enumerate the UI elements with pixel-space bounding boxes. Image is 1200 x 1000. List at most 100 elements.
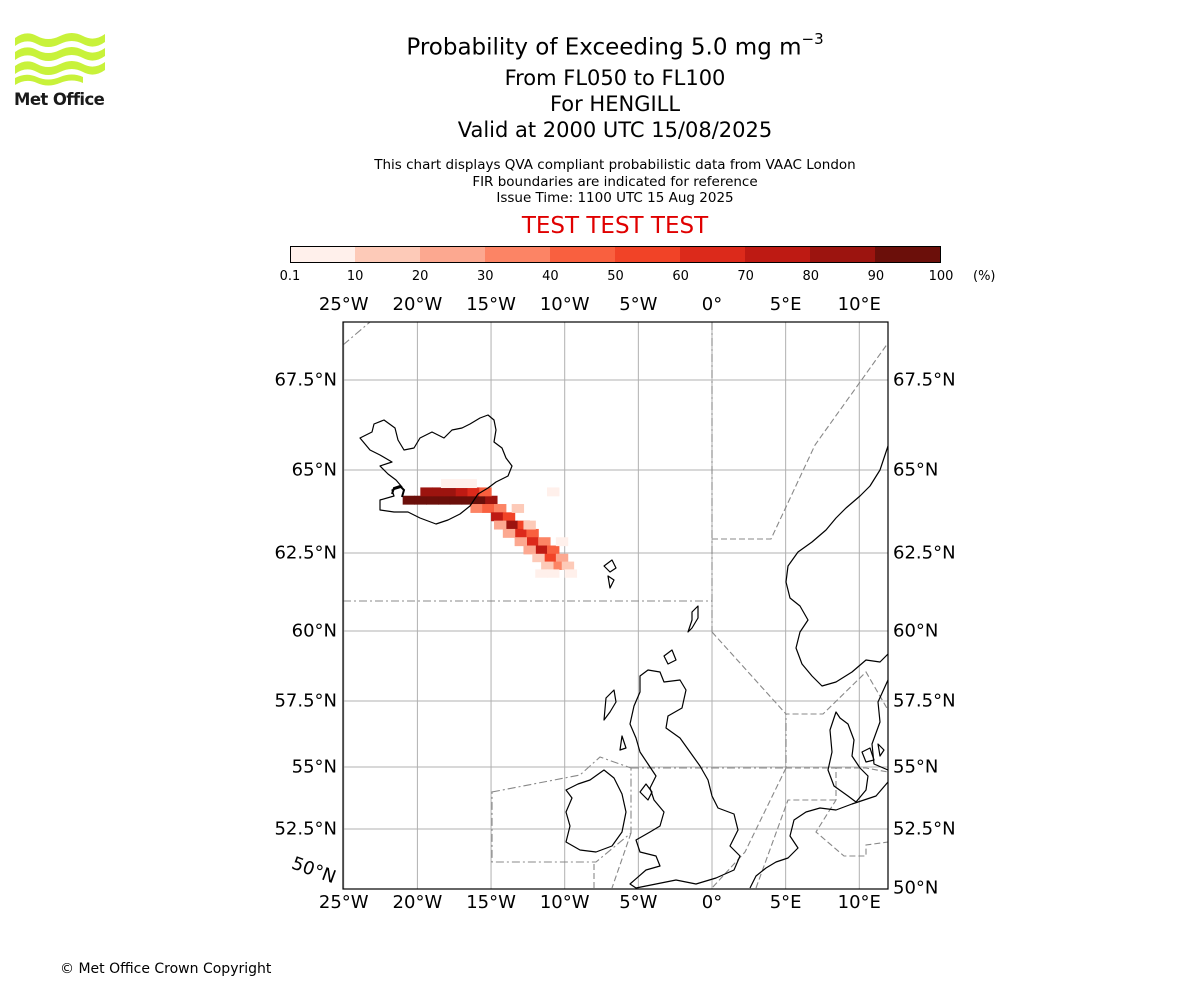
colorbar-tick-label: 40: [542, 269, 559, 284]
plume-cell: [449, 495, 463, 505]
colorbar-segment: [875, 247, 940, 262]
plume-cell: [523, 545, 536, 555]
plume-cell: [502, 512, 516, 522]
latitude-label-left: 67.5°N: [274, 369, 337, 391]
fir-boundary-denmark: [836, 767, 889, 773]
plume-cell: [547, 487, 560, 497]
plume-cell: [555, 537, 569, 547]
plume-cell: [511, 504, 525, 513]
longitude-label-top: 5°W: [619, 294, 658, 315]
probability-colorbar: [290, 246, 941, 263]
colorbar-tick-label: 0.1: [279, 269, 301, 284]
plume-cell: [440, 479, 454, 489]
colorbar-segment: [810, 247, 875, 262]
fir-boundary-north-sea: [711, 767, 787, 889]
coastline-hebrides: [603, 689, 627, 751]
longitude-label-bottom: 15°W: [466, 892, 516, 913]
plume-cell: [485, 495, 498, 505]
plume-cell: [526, 528, 539, 538]
colorbar-tick-label: 50: [607, 269, 624, 284]
plume-cell: [402, 495, 416, 505]
fir-boundaries: [342, 321, 889, 889]
colorbar-segment: [485, 247, 550, 262]
coastline-denmark: [827, 711, 869, 803]
coastlines: [359, 414, 889, 889]
ash-probability-plume: [402, 479, 578, 578]
met-office-wave-icon: [15, 33, 105, 86]
coastline-continent: [749, 781, 889, 889]
colorbar-segment: [615, 247, 680, 262]
plume-cell: [552, 561, 566, 570]
chart-title-text: Probability of Exceeding 5.0 mg m: [406, 34, 802, 61]
fir-boundary-shannon: [491, 756, 632, 863]
colorbar-segment: [355, 247, 420, 262]
plume-cell: [432, 487, 445, 497]
plume-cell: [502, 528, 516, 538]
plume-cell: [473, 495, 486, 505]
plume-cell: [514, 537, 528, 547]
longitude-label-bottom: 20°W: [392, 892, 443, 913]
plume-cell: [420, 487, 433, 497]
plume-cell: [426, 495, 439, 505]
met-office-logo-text: Met Office: [14, 90, 105, 109]
latitude-label-left: 62.5°N: [274, 542, 337, 564]
plume-cell: [535, 569, 548, 578]
colorbar-tick-label: 80: [802, 269, 820, 284]
plume-cell: [461, 495, 474, 505]
plume-cell: [561, 561, 575, 570]
colorbar-segment: [745, 247, 810, 262]
longitude-label-top: 15°W: [466, 294, 516, 315]
latitude-label-left: 60°N: [291, 620, 337, 642]
colorbar-segment: [420, 247, 485, 262]
plume-cell: [455, 487, 469, 497]
longitude-label-top: 25°W: [318, 294, 369, 315]
colorbar-tick-label: 100: [928, 269, 954, 284]
plume-cell: [544, 553, 557, 563]
plume-cell: [535, 545, 548, 555]
longitude-label-top: 20°W: [392, 294, 443, 315]
graticule: [343, 322, 888, 889]
info-line-issue-time: Issue Time: 1100 UTC 15 Aug 2025: [496, 190, 734, 206]
latitude-label-right: 55°N: [893, 756, 939, 778]
colorbar-tick-label: 20: [411, 269, 429, 284]
coastline-mainland-small: [639, 783, 653, 801]
chart-title-superscript: −3: [801, 30, 824, 48]
longitude-label-bottom: 25°W: [318, 892, 369, 913]
longitude-label-bottom: 10°W: [539, 892, 590, 913]
plume-cell: [443, 487, 457, 497]
plume-cell: [438, 495, 451, 505]
fir-boundary-norway-1: [712, 342, 889, 540]
coastline-islands-dk: [861, 743, 885, 763]
colorbar-tick-label: 90: [867, 269, 885, 284]
plume-cell: [547, 545, 560, 555]
fir-boundary-oceanic-shanwick: [342, 321, 371, 346]
colorbar-tick-label: 70: [737, 269, 754, 284]
plume-cell: [541, 561, 554, 570]
longitude-label-bottom: 5°W: [619, 892, 658, 913]
latitude-label-left: 57.5°N: [274, 690, 337, 712]
coastline-great-britain: [629, 669, 741, 889]
plume-cell: [505, 520, 519, 530]
chart-title: Probability of Exceeding 5.0 mg m−3: [340, 24, 890, 65]
colorbar-tick-label: 60: [672, 269, 689, 284]
latitude-label-left: 52.5°N: [274, 818, 337, 840]
colorbar-segment: [550, 247, 615, 262]
coastline-iceland: [359, 414, 513, 525]
info-line-fir: FIR boundaries are indicated for referen…: [472, 173, 758, 190]
latitude-label-right: 60°N: [893, 620, 939, 642]
coastline-ireland: [565, 769, 627, 853]
longitude-label-bottom: 10°E: [837, 892, 881, 913]
fir-boundary-london-2: [611, 832, 632, 889]
longitude-label-top: 0°: [701, 294, 723, 315]
latitude-label-right: 65°N: [893, 459, 939, 481]
plume-cell: [523, 520, 536, 530]
latitude-label-left: 65°N: [291, 459, 337, 481]
flight-level-range: From FL050 to FL100: [504, 65, 726, 90]
plume-cell: [538, 537, 551, 547]
test-banner: TEST TEST TEST: [521, 213, 709, 239]
colorbar-segment: [680, 247, 745, 262]
plume-cell: [491, 512, 504, 522]
copyright-notice: © Met Office Crown Copyright: [60, 961, 272, 977]
longitude-label-top: 10°E: [837, 294, 881, 315]
